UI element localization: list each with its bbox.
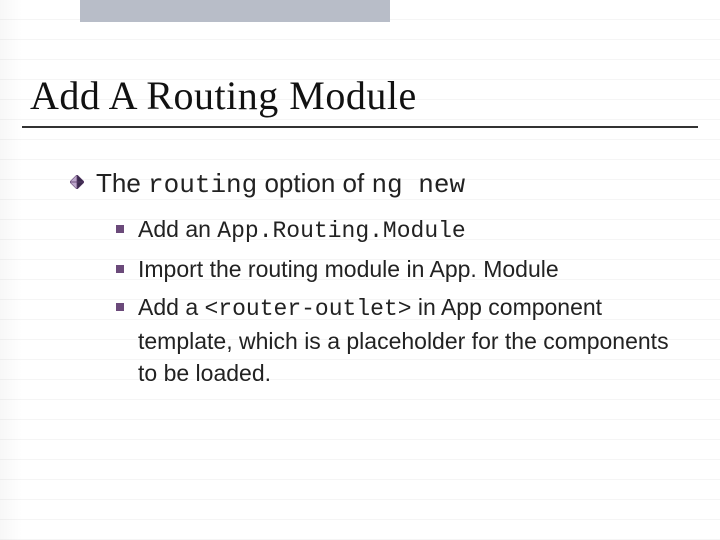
bullet-level2-text: Add an App.Routing.Module [138, 213, 690, 247]
bullet-level2: Add an App.Routing.Module [116, 213, 690, 247]
code-run: App.Routing.Module [217, 218, 465, 244]
square-bullet-icon [116, 265, 124, 273]
square-bullet-icon [116, 303, 124, 311]
bullet-level2-text: Import the routing module in App. Module [138, 253, 690, 285]
bullet-level2: Add a <router-outlet> in App component t… [116, 291, 690, 389]
bullet-level2-group: Add an App.Routing.Module Import the rou… [116, 213, 690, 389]
bullet-level2-text: Add a <router-outlet> in App component t… [138, 291, 690, 389]
text-run: Import the routing module in App. Module [138, 256, 559, 282]
square-bullet-icon [116, 225, 124, 233]
text-run: Add a [138, 294, 205, 320]
diamond-bullet-icon [70, 175, 84, 189]
left-strip [0, 0, 22, 540]
title-underline [22, 126, 698, 128]
bullet-level1: The routing option of ng new [70, 165, 690, 203]
text-run: Add an [138, 216, 217, 242]
text-run: option of [257, 168, 371, 198]
top-accent-bar [80, 0, 390, 22]
slide-title: Add A Routing Module [30, 72, 417, 119]
code-run: ng new [371, 170, 465, 200]
code-run: routing [148, 170, 257, 200]
slide: Add A Routing Module The routing option … [0, 0, 720, 540]
slide-body: The routing option of ng new Add an App.… [70, 165, 690, 389]
bullet-level1-text: The routing option of ng new [96, 165, 465, 203]
text-run: The [96, 168, 148, 198]
bullet-level2: Import the routing module in App. Module [116, 253, 690, 285]
code-run: <router-outlet> [205, 296, 412, 322]
